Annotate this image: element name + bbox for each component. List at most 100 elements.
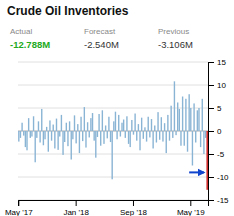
bar	[33, 116, 34, 131]
bar	[197, 110, 198, 131]
bar	[97, 131, 98, 137]
bar	[175, 131, 176, 135]
y-tick-label: 15	[217, 58, 226, 67]
bar	[69, 121, 70, 131]
x-tick-mark	[190, 200, 191, 206]
bar	[89, 131, 90, 137]
bar	[92, 113, 93, 131]
bar	[128, 131, 129, 144]
bar	[180, 131, 181, 146]
x-tick: Sep '18	[120, 200, 147, 216]
bar	[174, 81, 175, 131]
y-tick: -5	[208, 150, 225, 159]
bar	[187, 131, 188, 152]
x-tick-mark	[18, 200, 19, 206]
bar	[38, 121, 39, 131]
y-tick-mark	[208, 62, 214, 63]
bar	[159, 131, 160, 140]
bar	[115, 112, 116, 131]
bar	[166, 131, 167, 153]
bar	[125, 131, 126, 138]
y-tick-mark	[208, 177, 214, 178]
bar	[167, 115, 168, 131]
bar	[75, 131, 76, 143]
bar	[182, 97, 183, 132]
bar	[146, 131, 147, 142]
bar	[123, 120, 124, 132]
bar	[144, 127, 145, 131]
bar	[162, 131, 163, 142]
y-tick-label: -5	[217, 150, 225, 159]
y-tick-label: 10	[217, 81, 226, 90]
bar	[138, 124, 139, 131]
bar	[35, 131, 36, 162]
bar	[157, 112, 158, 131]
x-axis-line	[19, 201, 209, 207]
bar	[48, 131, 49, 152]
bar	[85, 131, 86, 148]
y-tick: 5	[208, 104, 222, 113]
bar	[200, 131, 201, 147]
x-tick-label: May '17	[5, 208, 33, 216]
bar	[161, 117, 162, 131]
grid-line	[18, 108, 208, 109]
x-tick: May '19	[177, 200, 205, 216]
y-tick: -10	[208, 173, 229, 182]
y-axis: -15-10-5051015	[208, 58, 229, 205]
bar	[41, 109, 42, 131]
title: Crude Oil Inventories	[7, 4, 129, 18]
bar	[193, 103, 194, 131]
bar	[120, 131, 121, 137]
bar	[84, 107, 85, 131]
bar	[107, 131, 108, 138]
bar	[67, 131, 68, 146]
bar	[202, 99, 203, 131]
bar	[18, 131, 19, 142]
bar	[192, 131, 193, 166]
bar	[28, 118, 29, 131]
bar	[103, 131, 104, 144]
bar	[61, 115, 62, 131]
bar	[105, 125, 106, 131]
bar	[26, 131, 27, 150]
bar	[53, 125, 54, 131]
bar	[62, 131, 63, 155]
bar	[74, 115, 75, 131]
y-tick: 10	[208, 81, 226, 90]
bar	[136, 131, 137, 141]
bar	[20, 131, 21, 138]
y-tick: 15	[208, 58, 226, 67]
bar	[177, 102, 178, 131]
bar	[71, 131, 72, 160]
y-axis-line	[209, 63, 215, 201]
y-tick-mark	[208, 131, 214, 132]
bar	[46, 127, 47, 131]
bar	[66, 123, 67, 131]
bar	[30, 131, 31, 138]
bar	[110, 131, 111, 142]
stat-label: Forecast	[84, 27, 116, 36]
arrow	[189, 171, 204, 173]
grid-line	[18, 62, 208, 63]
bar	[169, 131, 170, 141]
bar	[134, 114, 135, 131]
bar	[154, 125, 155, 131]
bar	[118, 115, 119, 131]
bar	[184, 131, 185, 146]
bar	[82, 131, 83, 141]
bar	[130, 131, 131, 147]
bar	[205, 131, 206, 138]
bar	[90, 118, 91, 131]
bar	[54, 131, 55, 148]
bar	[102, 110, 103, 131]
grid-line	[18, 85, 208, 86]
bar	[39, 131, 40, 143]
bar	[108, 117, 109, 131]
bar	[172, 131, 173, 138]
bar	[49, 120, 50, 131]
bar	[152, 131, 153, 148]
bar	[198, 108, 199, 131]
bar	[44, 131, 45, 139]
bar	[21, 123, 22, 131]
bar	[195, 131, 196, 143]
